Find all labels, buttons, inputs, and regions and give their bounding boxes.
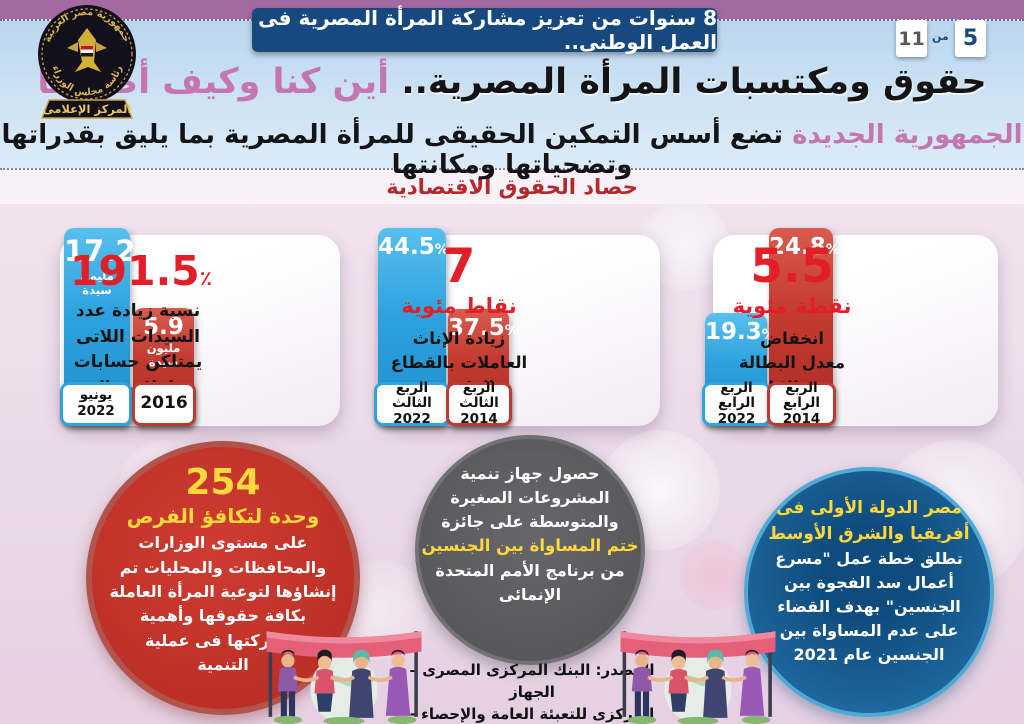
section-title-band: حصاد الحقوق الاقتصادية (0, 168, 1024, 204)
bar-label-q4-2014: الربع الرابع 2014 (767, 380, 836, 427)
page-subtitle: الجمهورية الجديدة تضع أسس التمكين الحقيق… (0, 120, 1024, 180)
bar-value: 37.5% (448, 315, 519, 341)
top-banner: 8 سنوات من تعزيز مشاركة المرأة المصرية ف… (252, 6, 717, 54)
bar-value: 17.2 (64, 234, 136, 268)
card-text: 191.5٪ نسبة زيادة عدد السيدات اللاتى يمت… (70, 241, 212, 421)
bar-value: 5.9 (143, 314, 184, 340)
stat-card-unemployment: 19.3% 24.8% الربع الرابع 2022 الربع الرا… (702, 228, 998, 427)
bar-label-2022: يونيو 2022 (60, 382, 132, 426)
government-emblem-logo: جمهورية مصر العربية رئاسة مجلس الوزراء ا… (36, 2, 138, 124)
circle-body-bottom: من برنامج الأمم المتحدة الإنمائى (435, 560, 625, 604)
card-sublabel: نقاط مئوية (401, 293, 517, 318)
card-sublabel: نقطة مئوية (732, 293, 852, 318)
bar-unit: مليون سيدة (80, 269, 114, 297)
card-headline: 5.5 (750, 239, 834, 294)
page-title: حقوق ومكتسبات المرأة المصرية.. أين كنا و… (0, 62, 1024, 102)
circle-body: تطلق خطة عمل "مسرع أعمال سد الفجوة بين ا… (775, 549, 963, 664)
bar-unit: مليون سيدة (146, 341, 181, 369)
bokeh-circle (680, 540, 750, 610)
emblem-badge-icon: جمهورية مصر العربية رئاسة مجلس الوزراء ا… (38, 5, 136, 119)
women-illustration (610, 618, 786, 724)
women-illustration (256, 618, 432, 724)
eagle-icon (67, 28, 107, 72)
circle-number: 254 (185, 462, 261, 503)
card-headline: 7 (442, 239, 476, 294)
circle-highlight: مصر الدولة الأولى فى أفريقيا والشرق الأو… (768, 498, 970, 544)
circle-gender-equality-seal: حصول جهاز تنمية المشروعات الصغيرة والمتو… (415, 435, 645, 665)
circle-equal-opportunity-units: 254 وحدة لتكافؤ الفرص على مستوى الوزارات… (86, 441, 360, 715)
page-title-main: حقوق ومكتسبات المرأة المصرية.. (401, 62, 987, 102)
circle-body: على مستوى الوزارات والمحافظات والمحليات … (109, 533, 337, 674)
page-subtitle-main: تضع أسس التمكين الحقيقى للمرأة المصرية ب… (1, 120, 784, 180)
page-subtitle-accent: الجمهورية الجديدة (792, 120, 1023, 150)
stat-card-financial-accounts: 17.2 مليون سيدة 5.9 مليون سيدة يونيو 202… (60, 228, 340, 426)
circle-highlight: ختم المساواة بين الجنسين (421, 536, 639, 555)
page-indicator: 5 من 11 (896, 20, 988, 60)
page-number-current: 5 (955, 20, 986, 57)
bar-label-2016: 2016 (132, 382, 196, 426)
bar-label-q3-2022: الربع الثالث 2022 (374, 380, 450, 427)
logo-ribbon-text: المركز الإعلامى (43, 102, 132, 116)
page-number-separator: من (932, 30, 949, 43)
top-banner-text: 8 سنوات من تعزيز مشاركة المرأة المصرية ف… (258, 6, 717, 54)
bar-value: 44.5% (378, 234, 449, 260)
bar-label-q3-2014: الربع الثالث 2014 (446, 380, 512, 427)
bar-label-q4-2022: الربع الرابع 2022 (702, 380, 771, 427)
stat-card-government-sector: 44.5% 37.5% الربع الثالث 2022 الربع الثا… (374, 228, 660, 427)
bar-value: 24.8% (769, 234, 840, 260)
card-headline: 191.5٪ (70, 247, 212, 295)
page-number-total: 11 (896, 20, 927, 57)
circle-body-top: حصول جهاز تنمية المشروعات الصغيرة والمتو… (441, 464, 619, 531)
section-title: حصاد الحقوق الاقتصادية (386, 175, 638, 199)
circle-gender-gap-accelerator: مصر الدولة الأولى فى أفريقيا والشرق الأو… (744, 467, 994, 717)
circle-highlight: وحدة لتكافؤ الفرص (126, 504, 320, 529)
